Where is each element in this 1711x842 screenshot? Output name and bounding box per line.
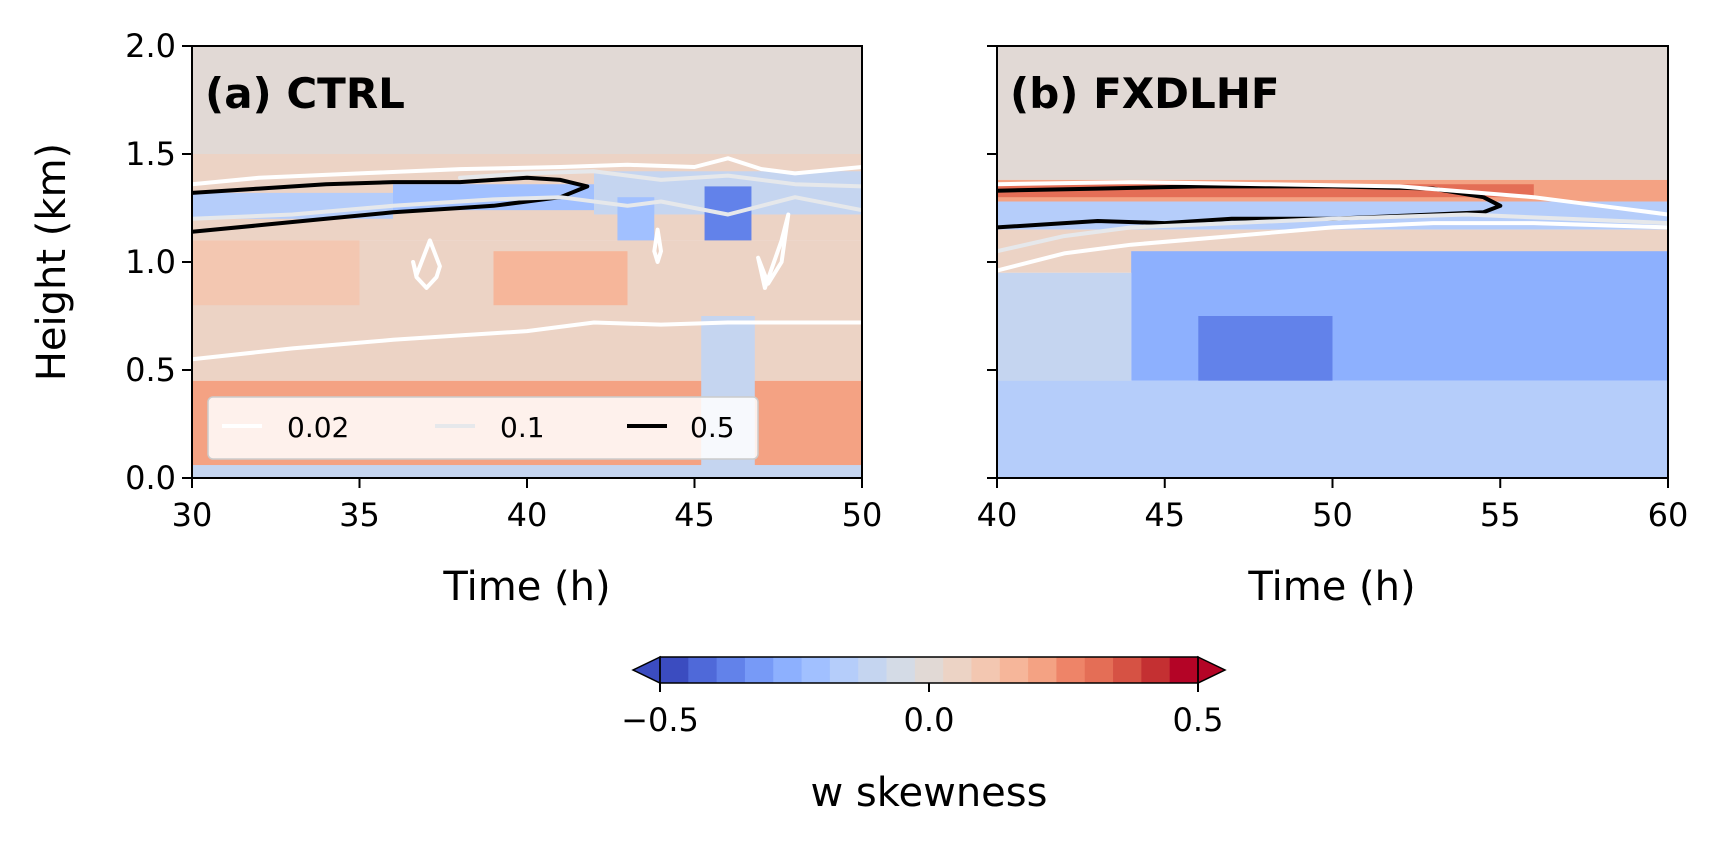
x-tick-label-ctrl-2: 40 xyxy=(507,496,548,534)
y-ticks-ctrl: 0.0 0.5 1.0 1.5 2.0 xyxy=(125,27,192,497)
colorbar-segment-6 xyxy=(829,657,859,683)
contour-legend: 0.02 0.1 0.5 xyxy=(207,396,759,460)
contour-lines-fxdlhf xyxy=(997,180,1668,273)
colorbar-extend-low xyxy=(631,655,661,685)
x-tick-label-ctrl-0: 30 xyxy=(172,496,213,534)
x-tick-label-fxdlhf-1: 45 xyxy=(1144,496,1185,534)
legend-box xyxy=(207,396,759,460)
colorbar-segment-7 xyxy=(858,657,888,683)
heatmap-cells-fxdlhf xyxy=(997,46,1668,478)
x-axis-label-fxdlhf: Time (h) xyxy=(1247,564,1415,610)
heatmap-cell-fxdlhf-6 xyxy=(1198,316,1333,381)
panel-fxdlhf: (b) FXDLHF 40 45 50 55 60 Time (h) xyxy=(977,45,1689,610)
x-tick-label-ctrl-4: 50 xyxy=(842,496,883,534)
colorbar-segment-11 xyxy=(971,657,1001,683)
colorbar-extend-high xyxy=(1197,655,1227,685)
contour-line-ctrl-4 xyxy=(756,212,791,290)
colorbar-segment-14 xyxy=(1056,657,1086,683)
contour-lines-ctrl xyxy=(192,156,862,362)
x-axis-label-ctrl: Time (h) xyxy=(442,564,610,610)
y-axis-label: Height (km) xyxy=(29,143,75,381)
x-tick-label-fxdlhf-3: 55 xyxy=(1480,496,1521,534)
panel-title-fxdlhf: (b) FXDLHF xyxy=(1010,69,1280,118)
colorbar: −0.5 0.0 0.5 w skewness xyxy=(621,655,1227,816)
colorbar-ticks: −0.5 0.0 0.5 xyxy=(621,683,1223,739)
heatmap-cell-fxdlhf-8 xyxy=(997,380,1668,478)
colorbar-segment-0 xyxy=(660,657,689,683)
x-ticks-fxdlhf: 40 45 50 55 60 xyxy=(977,478,1689,534)
colorbar-tick-label-2: 0.5 xyxy=(1173,701,1224,739)
contour-line-ctrl-7 xyxy=(458,169,862,189)
colorbar-segment-5 xyxy=(801,657,831,683)
x-tick-label-fxdlhf-0: 40 xyxy=(977,496,1018,534)
colorbar-segment-9 xyxy=(914,657,944,683)
y-ticks-fxdlhf xyxy=(987,45,997,479)
colorbar-label: w skewness xyxy=(811,770,1048,816)
colorbar-segment-3 xyxy=(744,657,774,683)
heatmap-cell-fxdlhf-0 xyxy=(997,46,1668,180)
x-tick-label-fxdlhf-4: 60 xyxy=(1648,496,1689,534)
colorbar-segment-8 xyxy=(886,657,916,683)
colorbar-segment-2 xyxy=(716,657,746,683)
colorbar-segment-10 xyxy=(943,657,973,683)
colorbar-segments xyxy=(660,657,1199,683)
legend-label-0-5: 0.5 xyxy=(690,411,735,444)
contour-line-ctrl-6 xyxy=(192,195,862,221)
colorbar-segment-12 xyxy=(999,657,1029,683)
contour-line-ctrl-3 xyxy=(411,238,442,290)
colorbar-segment-18 xyxy=(1169,657,1199,683)
colorbar-segment-17 xyxy=(1141,657,1171,683)
colorbar-segment-13 xyxy=(1028,657,1058,683)
heatmap-cell-ctrl-9 xyxy=(192,240,360,306)
x-tick-label-fxdlhf-2: 50 xyxy=(1312,496,1353,534)
colorbar-segment-4 xyxy=(773,657,803,683)
y-tick-label-ctrl-2: 1.0 xyxy=(125,243,176,281)
y-tick-label-ctrl-3: 1.5 xyxy=(125,135,176,173)
contour-line-fxdlhf-1 xyxy=(997,180,1668,217)
y-tick-label-ctrl-1: 0.5 xyxy=(125,351,176,389)
panel-title-ctrl: (a) CTRL xyxy=(205,69,405,118)
y-tick-label-ctrl-4: 2.0 xyxy=(125,27,176,65)
contour-line-fxdlhf-2 xyxy=(997,221,1668,273)
heatmap-cell-ctrl-8 xyxy=(493,251,628,306)
colorbar-segment-16 xyxy=(1113,657,1142,683)
contour-line-fxdlhf-3 xyxy=(997,212,1668,254)
contour-line-ctrl-0 xyxy=(192,175,590,234)
colorbar-tick-label-0: −0.5 xyxy=(621,701,699,739)
contour-line-ctrl-2 xyxy=(192,320,862,362)
legend-label-0-02: 0.02 xyxy=(287,411,349,444)
x-ticks-ctrl: 30 35 40 45 50 xyxy=(172,478,883,534)
contour-line-fxdlhf-0 xyxy=(997,184,1503,230)
heatmap-cell-ctrl-0 xyxy=(192,46,862,154)
contour-line-ctrl-1 xyxy=(192,156,862,187)
legend-label-0-1: 0.1 xyxy=(500,411,545,444)
y-tick-label-ctrl-0: 0.0 xyxy=(125,459,176,497)
colorbar-segment-15 xyxy=(1084,657,1114,683)
heatmap-cell-ctrl-13 xyxy=(192,465,862,478)
contour-line-ctrl-5 xyxy=(652,227,663,264)
colorbar-segment-1 xyxy=(688,657,718,683)
panel-ctrl: (a) CTRL 30 35 40 45 50 0.0 0.5 1.0 1.5 2.0 Time… xyxy=(29,27,882,610)
x-tick-label-ctrl-3: 45 xyxy=(674,496,715,534)
x-tick-label-ctrl-1: 35 xyxy=(339,496,380,534)
colorbar-tick-label-1: 0.0 xyxy=(904,701,955,739)
